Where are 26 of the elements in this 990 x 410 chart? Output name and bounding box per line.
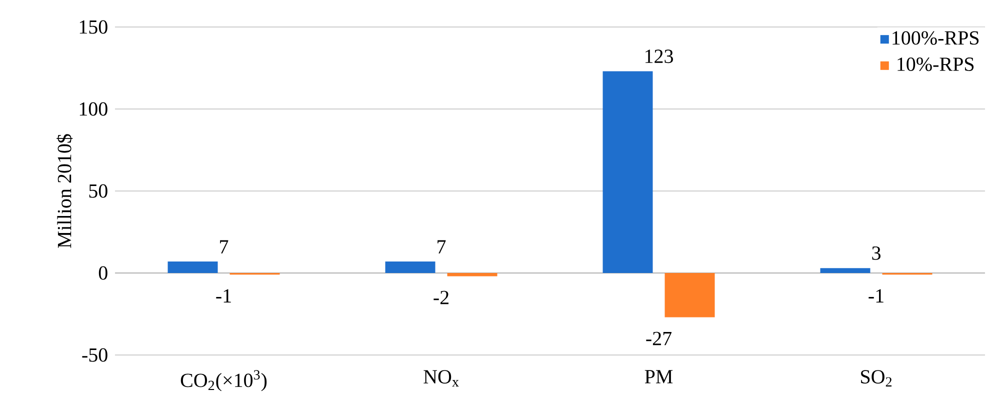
x-tick-label: SO$_{2}$ xyxy=(861,370,892,386)
x-tick-label: NO$_{x}$ xyxy=(424,370,459,386)
x-tick-label: PM xyxy=(644,370,673,384)
bar xyxy=(602,71,653,273)
y-axis-title: Million 2010$ xyxy=(56,134,73,248)
bar xyxy=(664,273,715,318)
legend-label: 100%-RPS xyxy=(892,31,979,45)
bar xyxy=(168,262,218,273)
data-label: -1 xyxy=(868,289,884,302)
y-tick-label: 150 xyxy=(80,20,108,34)
data-label: 7 xyxy=(438,240,446,254)
bar xyxy=(820,268,870,273)
bar xyxy=(447,273,498,276)
data-label: 3 xyxy=(872,246,880,260)
y-tick-label: 100 xyxy=(80,102,108,116)
legend-label: 10%-RPS xyxy=(898,58,974,72)
y-tick-label: 0 xyxy=(98,266,108,280)
data-label: 123 xyxy=(646,50,673,64)
data-label: -2 xyxy=(434,290,448,304)
data-label: 7 xyxy=(220,240,228,254)
x-tick-label: CO$_{2}$(×10$^{3}$) xyxy=(180,370,267,392)
y-tick-label: 50 xyxy=(89,184,108,198)
y-tick-label: -50 xyxy=(82,348,108,362)
bar xyxy=(385,262,436,273)
data-label: -27 xyxy=(646,332,672,346)
data-label: -1 xyxy=(216,289,231,302)
